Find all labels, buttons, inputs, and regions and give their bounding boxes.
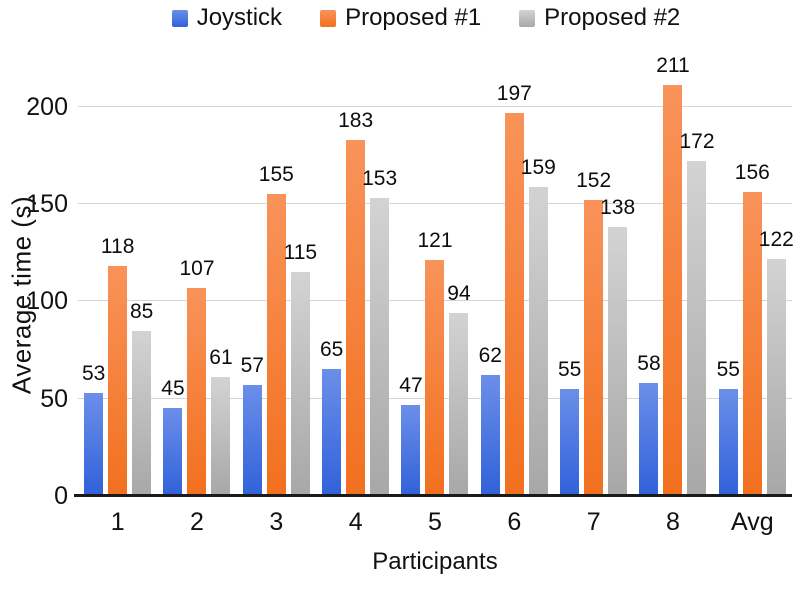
bar-group-3: 57 155 115: [237, 60, 317, 496]
bar-value-label: 57: [240, 354, 264, 378]
bar-proposed-2-6: 159: [521, 156, 556, 496]
bar-proposed-1-4: 183: [338, 109, 373, 496]
bar-value-label: 118: [100, 235, 135, 259]
bar-joystick-4: 65: [320, 338, 343, 496]
legend-color-swatch-icon: [171, 9, 188, 27]
bar-value-label: 107: [179, 256, 215, 280]
legend-label: Proposed #1: [345, 4, 482, 31]
x-tick-label-2: 2: [190, 508, 204, 536]
bar-value-label: 85: [129, 299, 154, 323]
bar-value-label: 45: [161, 377, 185, 401]
x-axis-title: Participants: [372, 548, 498, 575]
bar-proposed-2-3: 115: [284, 241, 317, 496]
legend-item-proposed-2: Proposed #2: [519, 4, 680, 32]
legend-label: Proposed #2: [544, 4, 681, 31]
bar-value-label: 115: [283, 241, 318, 265]
bar-proposed-1-8: 211: [656, 54, 690, 496]
x-axis-line: [74, 494, 792, 497]
legend-color-swatch-icon: [519, 9, 536, 27]
bar-value-label: 155: [258, 163, 294, 187]
x-tick-label-7: 7: [586, 508, 601, 536]
bar-group-7: 55 152 138: [554, 60, 635, 496]
bar-proposed-2-2: 61: [209, 346, 233, 496]
bar-value-label: 172: [679, 130, 715, 154]
x-tick-label-1: 1: [110, 508, 125, 536]
bar-value-label: 122: [758, 227, 794, 251]
bar-proposed-1-avg: 156: [735, 161, 770, 496]
bar-joystick-3: 57: [241, 354, 264, 496]
bar-proposed-2-1: 85: [130, 300, 153, 496]
bar-value-label: 61: [209, 346, 233, 370]
bar-proposed-2-4: 153: [362, 167, 397, 496]
chart-legend: Joystick Proposed #1 Proposed #2: [26, 4, 800, 32]
bar-proposed-1-5: 121: [417, 229, 453, 496]
bar-value-label: 197: [496, 81, 532, 105]
bar-group-8: 58 211 172: [633, 54, 715, 496]
bar-value-label: 62: [478, 344, 502, 368]
bar-value-label: 153: [362, 167, 398, 191]
bar-proposed-2-7: 138: [600, 196, 635, 496]
bar-group-Avg: 55 156 122: [713, 60, 794, 496]
bar-joystick-2: 45: [161, 377, 185, 496]
x-tick-label-6: 6: [507, 508, 522, 536]
bar-group-5: 47 121 94: [395, 60, 474, 496]
bar-group-1: 53 118 85: [78, 60, 157, 496]
bar-value-label: 58: [637, 352, 661, 376]
bar-proposed-1-7: 152: [576, 169, 611, 496]
bar-joystick-avg: 55: [717, 358, 740, 496]
x-tick-label-5: 5: [428, 508, 442, 536]
bar-group-4: 65 183 153: [316, 60, 397, 496]
bar-value-label: 65: [319, 338, 344, 362]
gridline-150: [78, 203, 792, 205]
x-tick-label-8: 8: [666, 508, 680, 536]
x-tick-label-3: 3: [269, 508, 284, 536]
x-tick-label-4: 4: [348, 508, 363, 536]
bar-joystick-8: 58: [637, 352, 661, 496]
y-tick-label-0: 0: [54, 482, 68, 510]
bar-proposed-1-2: 107: [179, 257, 215, 496]
plot-area: 0 50 100 150 200 53 118 85 1 45 107 61 2 57 155 115 3 65 1…: [26, 54, 794, 536]
bar-value-label: 121: [417, 229, 453, 253]
y-tick-label-100: 100: [26, 287, 68, 316]
legend-label: Joystick: [196, 4, 283, 31]
bar-proposed-1-1: 118: [101, 235, 134, 496]
bar-value-label: 53: [81, 361, 106, 385]
bar-value-label: 183: [338, 108, 374, 132]
bar-value-label: 211: [656, 54, 690, 78]
x-tick-label-avg: Avg: [731, 508, 774, 536]
legend-color-swatch-icon: [320, 9, 337, 27]
bar-proposed-2-avg: 122: [759, 228, 794, 496]
bar-group-6: 62 197 159: [475, 60, 556, 496]
legend-item-joystick: Joystick: [171, 4, 283, 32]
bar-joystick-7: 55: [558, 358, 581, 496]
y-tick-label-150: 150: [26, 190, 68, 219]
bar-value-label: 55: [716, 357, 740, 381]
bar-value-label: 94: [447, 282, 471, 306]
bar-value-label: 47: [399, 373, 423, 397]
bar-value-label: 156: [734, 161, 770, 185]
legend-item-proposed-1: Proposed #1: [320, 4, 481, 32]
bar-joystick-5: 47: [399, 374, 423, 496]
bar-value-label: 138: [600, 196, 636, 220]
bar-group-2: 45 107 61: [157, 60, 236, 496]
bar-proposed-2-5: 94: [447, 282, 471, 496]
bar-proposed-1-3: 155: [259, 163, 294, 496]
bar-value-label: 55: [557, 357, 582, 381]
bar-value-label: 152: [576, 169, 612, 193]
bar-joystick-1: 53: [82, 362, 105, 496]
bar-proposed-2-8: 172: [679, 130, 715, 496]
y-tick-label-200: 200: [26, 92, 68, 121]
y-tick-label-50: 50: [40, 384, 68, 413]
gridline-200: [78, 105, 792, 107]
bar-value-label: 159: [520, 155, 556, 179]
bar-joystick-6: 62: [479, 344, 502, 496]
bar-proposed-1-6: 197: [497, 82, 532, 496]
